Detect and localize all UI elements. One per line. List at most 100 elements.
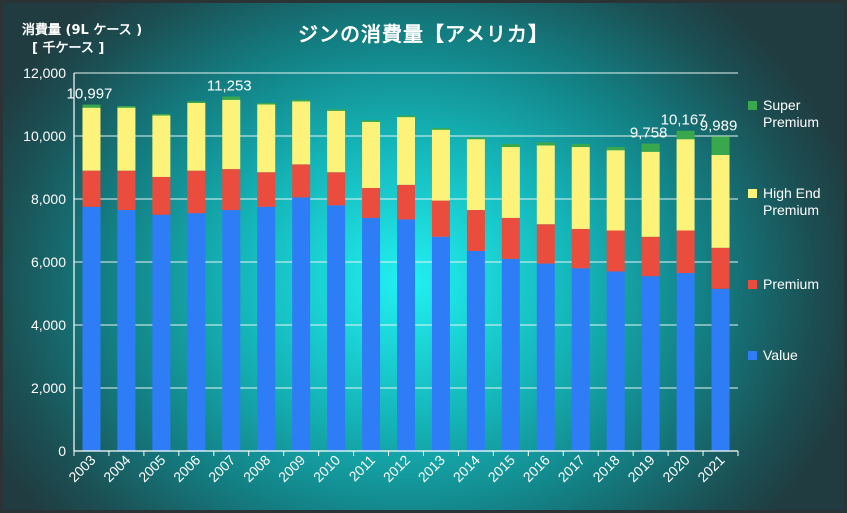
bar-segment-high-end-premium [676, 139, 695, 231]
legend-item-high-end-premium: High End Premium [748, 185, 847, 219]
bar-segment-value [641, 276, 660, 451]
bar-segment-value [222, 210, 241, 451]
x-tick-label: 2010 [310, 452, 343, 485]
bar-segment-super-premium [152, 113, 171, 116]
bar-segment-high-end-premium [152, 115, 171, 177]
bar-segment-super-premium [641, 143, 660, 152]
bar-segment-high-end-premium [82, 107, 101, 171]
bar-segment-premium [187, 170, 206, 214]
y-tick-label: 6,000 [31, 254, 66, 270]
bar-segment-super-premium [466, 137, 485, 140]
bar-segment-premium [676, 230, 695, 274]
bar-segment-premium [571, 228, 590, 269]
x-tick-label: 2019 [624, 452, 657, 485]
bar-segment-super-premium [362, 120, 381, 122]
y-tick-label: 2,000 [31, 380, 66, 396]
bar-segment-high-end-premium [222, 99, 241, 170]
bar-segment-super-premium [431, 128, 450, 130]
bar-segment-super-premium [222, 96, 241, 100]
total-data-label: 11,253 [207, 78, 252, 95]
bar-segment-super-premium [711, 136, 730, 155]
bar-segment-value [187, 213, 206, 451]
bar-segment-high-end-premium [466, 139, 485, 211]
bar-segment-high-end-premium [641, 151, 660, 237]
x-tick-label: 2020 [659, 452, 692, 485]
x-tick-label: 2006 [170, 452, 203, 485]
x-tick-label: 2007 [205, 452, 238, 485]
legend-swatch-value [748, 351, 757, 360]
bar-segment-high-end-premium [397, 117, 415, 185]
bar-segment-premium [641, 236, 660, 277]
legend-item-value: Value [748, 347, 847, 364]
bar-segment-premium [292, 164, 311, 198]
bar-segment-value [501, 258, 520, 451]
x-tick-label: 2016 [520, 452, 553, 485]
total-data-label: 9,989 [700, 117, 738, 134]
bar-segment-premium [536, 224, 555, 264]
bar-segment-super-premium [501, 143, 520, 148]
bar-segment-high-end-premium [606, 150, 625, 231]
bar-segment-value [397, 219, 415, 451]
bar-segment-super-premium [117, 106, 136, 108]
bar-segment-super-premium [397, 115, 415, 118]
bar-segment-premium [257, 172, 276, 207]
bar-segment-value [82, 206, 101, 451]
x-tick-label: 2013 [415, 452, 448, 485]
bar-segment-super-premium [292, 99, 311, 102]
x-tick-label: 2014 [450, 452, 483, 485]
bar-segment-high-end-premium [327, 110, 346, 173]
bar-segment-premium [117, 170, 136, 211]
x-tick-label: 2011 [346, 452, 379, 485]
legend-swatch-premium [748, 280, 757, 289]
y-axis-unit-sublabel: [ 千ケース ] [32, 41, 105, 56]
bar-segment-super-premium [606, 147, 625, 151]
bar-segment-value [292, 197, 311, 451]
chart-title: ジンの消費量【アメリカ】 [298, 22, 549, 46]
legend-item-super-premium: Super Premium [748, 97, 847, 131]
bar-segment-high-end-premium [362, 121, 381, 188]
x-tick-label: 2017 [555, 452, 588, 485]
legend-label-super-premium: Super Premium [763, 97, 820, 130]
bar-segment-high-end-premium [711, 154, 730, 248]
y-tick-label: 0 [58, 443, 66, 459]
bar-segment-value [327, 205, 346, 451]
bar-segment-premium [82, 170, 101, 207]
bar-segment-premium [152, 176, 171, 215]
bar-segment-premium [711, 247, 730, 289]
bar-segment-premium [606, 230, 625, 272]
bar-segment-premium [466, 210, 485, 251]
bar-segment-high-end-premium [501, 147, 520, 218]
legend-swatch-high-end-premium [748, 189, 757, 198]
bar-segment-high-end-premium [117, 107, 136, 171]
legend-item-premium: Premium [748, 276, 847, 293]
bar-segment-high-end-premium [187, 102, 206, 171]
y-tick-label: 12,000 [23, 65, 66, 81]
total-data-label: 9,758 [630, 125, 668, 142]
bar-segment-high-end-premium [292, 101, 311, 165]
bar-segment-super-premium [82, 104, 101, 108]
legend-label-high-end-premium: High End Premium [763, 185, 821, 218]
x-tick-label: 2004 [100, 452, 133, 485]
bar-segment-high-end-premium [571, 147, 590, 229]
bar-segment-super-premium [676, 130, 695, 140]
x-tick-label: 2021 [694, 452, 727, 485]
x-tick-label: 2012 [380, 452, 413, 485]
x-tick-label: 2008 [240, 452, 273, 485]
total-data-label: 10,997 [67, 86, 113, 103]
bar-segment-super-premium [536, 142, 555, 146]
bar-segment-value [536, 263, 555, 451]
bar-segment-value [152, 214, 171, 451]
total-data-label: 10,167 [661, 112, 707, 129]
bar-segment-premium [327, 172, 346, 206]
legend-label-premium: Premium [763, 276, 820, 292]
bar-series [82, 96, 730, 451]
bar-segment-high-end-premium [257, 104, 276, 173]
y-tick-label: 8,000 [31, 191, 66, 207]
x-tick-label: 2018 [589, 452, 622, 485]
bar-segment-super-premium [571, 143, 590, 148]
x-tick-label: 2015 [485, 452, 518, 485]
bar-segment-value [571, 268, 590, 451]
